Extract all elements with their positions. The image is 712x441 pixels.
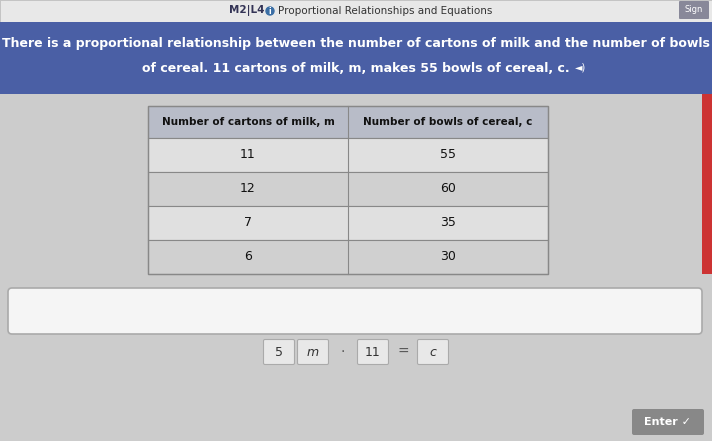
Text: Number of cartons of milk, m: Number of cartons of milk, m: [162, 117, 335, 127]
Text: There is a proportional relationship between the number of cartons of milk and t: There is a proportional relationship bet…: [2, 37, 710, 51]
FancyBboxPatch shape: [148, 206, 548, 240]
Text: 7: 7: [244, 217, 252, 229]
FancyBboxPatch shape: [8, 288, 702, 334]
Text: Enter ✓: Enter ✓: [644, 417, 691, 427]
FancyBboxPatch shape: [702, 94, 712, 274]
FancyBboxPatch shape: [357, 340, 389, 365]
FancyBboxPatch shape: [0, 22, 712, 94]
FancyBboxPatch shape: [679, 1, 709, 19]
FancyBboxPatch shape: [148, 172, 548, 206]
Text: Number of bowls of cereal, c: Number of bowls of cereal, c: [363, 117, 533, 127]
Text: =: =: [397, 345, 409, 359]
Text: Sign: Sign: [685, 5, 703, 15]
FancyBboxPatch shape: [417, 340, 449, 365]
FancyBboxPatch shape: [263, 340, 295, 365]
FancyBboxPatch shape: [148, 240, 548, 274]
Text: m: m: [307, 345, 319, 359]
Text: 5: 5: [275, 345, 283, 359]
FancyBboxPatch shape: [0, 0, 712, 22]
Text: 60: 60: [440, 183, 456, 195]
Text: 35: 35: [440, 217, 456, 229]
Text: M2|L4: M2|L4: [229, 5, 265, 16]
FancyBboxPatch shape: [148, 138, 548, 172]
Text: 6: 6: [244, 250, 252, 264]
Text: 55: 55: [440, 149, 456, 161]
Text: c: c: [429, 345, 436, 359]
FancyBboxPatch shape: [148, 106, 548, 138]
Circle shape: [266, 7, 274, 15]
Text: 11: 11: [240, 149, 256, 161]
Text: ◄): ◄): [575, 63, 586, 73]
FancyBboxPatch shape: [632, 409, 704, 435]
Text: Proportional Relationships and Equations: Proportional Relationships and Equations: [278, 6, 493, 16]
Text: 12: 12: [240, 183, 256, 195]
Text: 11: 11: [365, 345, 381, 359]
FancyBboxPatch shape: [298, 340, 328, 365]
Text: of cereal. 11 cartons of milk, m, makes 55 bowls of cereal, c.: of cereal. 11 cartons of milk, m, makes …: [142, 61, 570, 75]
Text: ·: ·: [341, 345, 345, 359]
Text: i: i: [268, 7, 271, 16]
Text: 30: 30: [440, 250, 456, 264]
